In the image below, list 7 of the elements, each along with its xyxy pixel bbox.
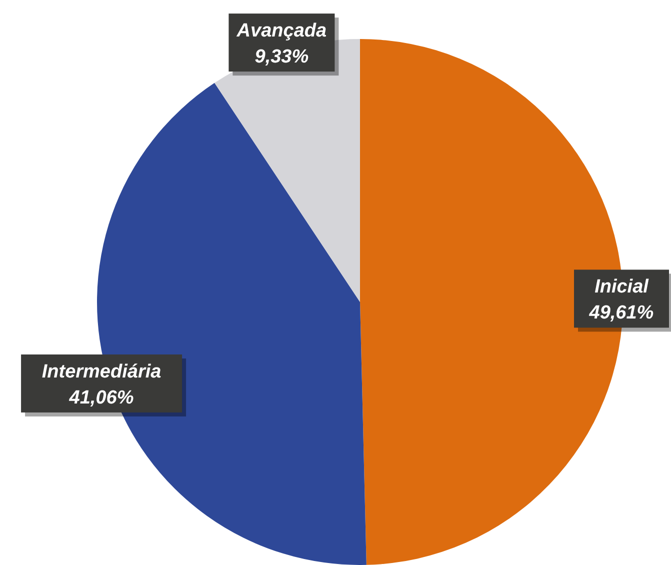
data-label: 41,06%	[68, 387, 134, 408]
slice-label: Inicial	[594, 276, 650, 298]
slice-label: Intermediária	[42, 361, 162, 382]
data-label: 9,33%	[254, 46, 309, 68]
data-label: 49,61%	[588, 302, 654, 324]
slice-label: Avançada	[236, 20, 328, 42]
pie-slice	[214, 39, 360, 302]
